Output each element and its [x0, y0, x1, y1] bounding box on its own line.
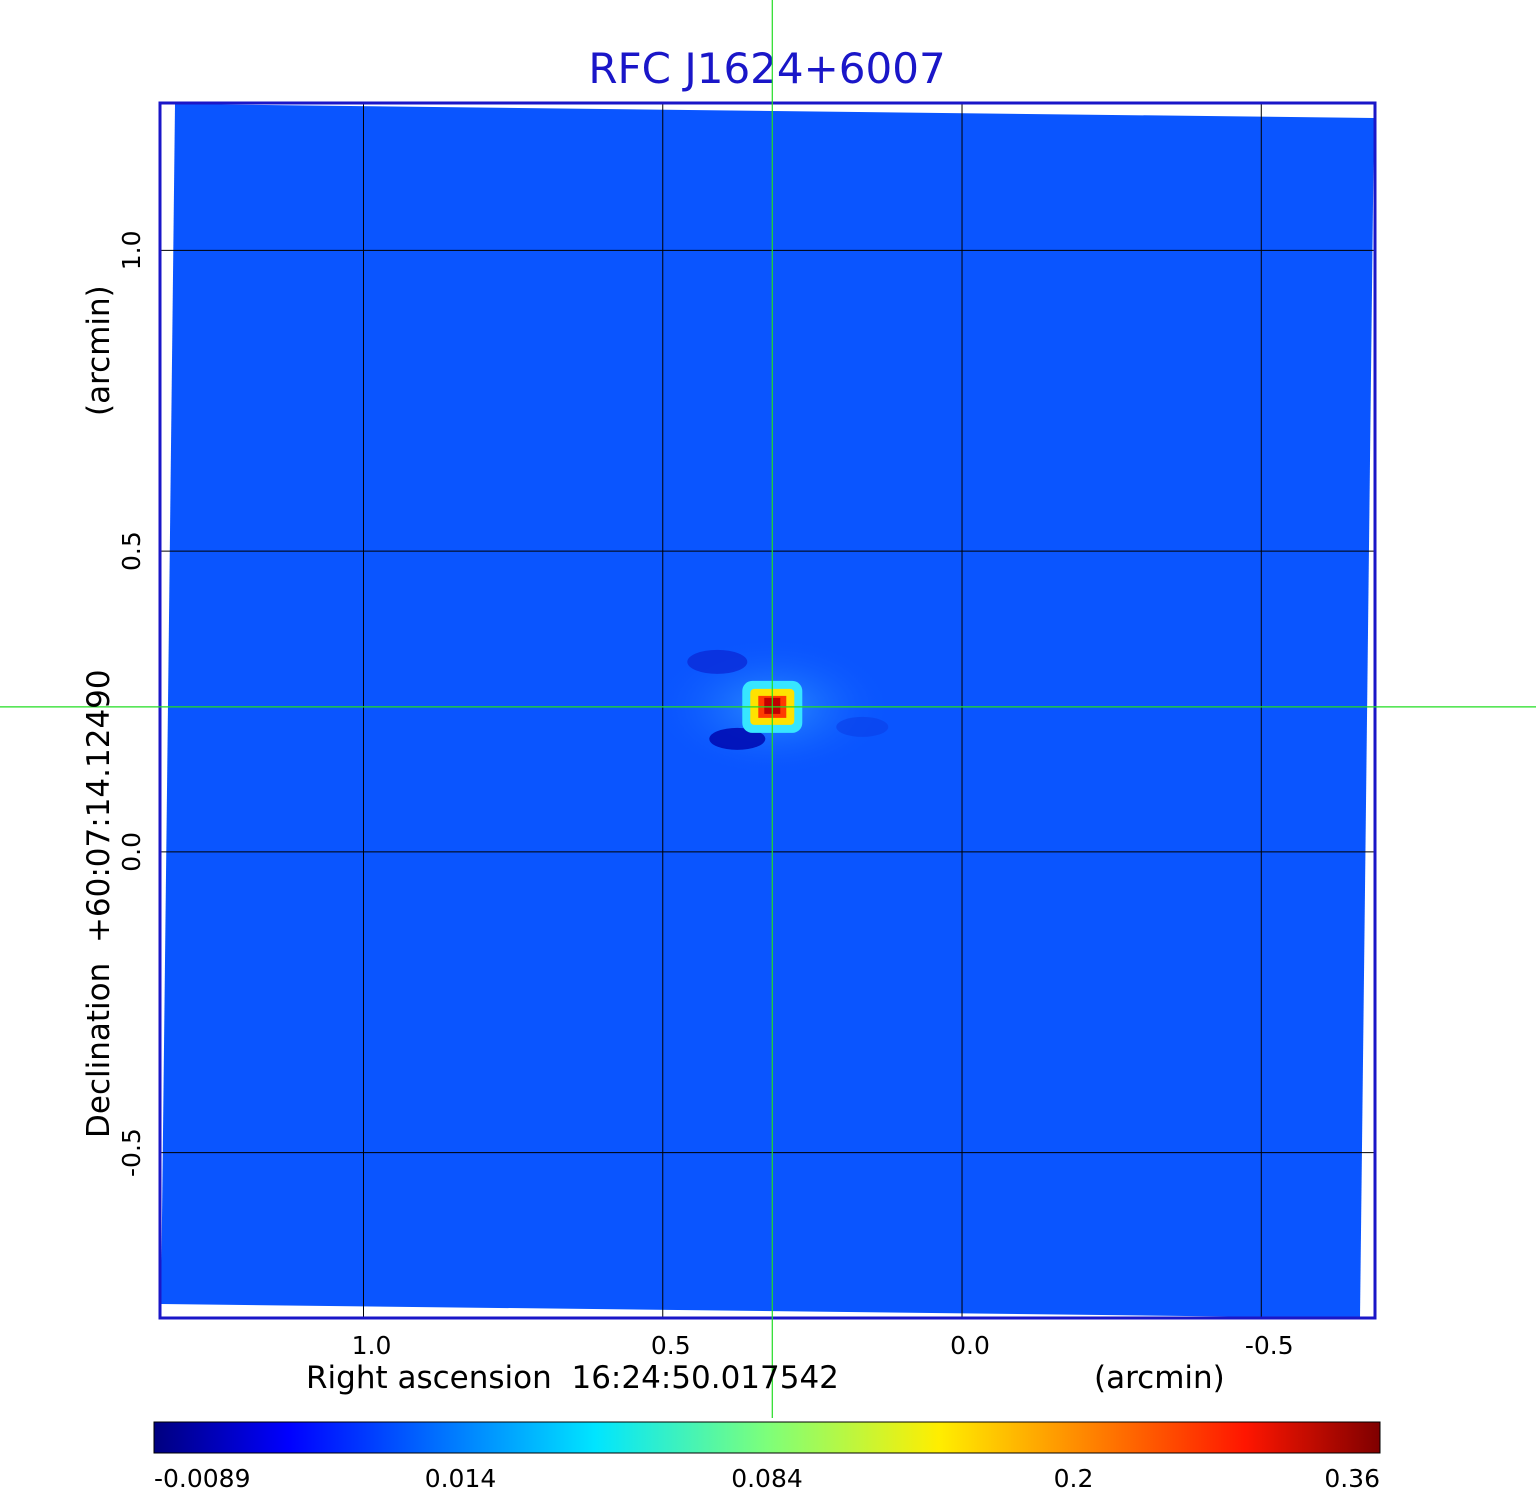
y-axis-unit: (arcmin) [81, 285, 117, 416]
negative-sidelobe [836, 716, 889, 737]
chart-title: RFC J1624+6007 [588, 44, 945, 93]
colorbar-tick-label: 0.2 [1054, 1464, 1094, 1493]
x-tick-label: -0.5 [1245, 1331, 1294, 1360]
y-axis-label: Declination +60:07:14.12490 [81, 669, 117, 1138]
grid [160, 103, 1375, 1318]
colorbar-ticks: -0.0089 0.014 0.084 0.2 0.36 [154, 1464, 1380, 1493]
y-axis-ticks: 1.0 0.5 0.0 -0.5 [117, 230, 146, 1177]
x-tick-label: 0.5 [651, 1331, 691, 1360]
y-tick-label: 0.0 [117, 832, 146, 872]
y-tick-label: -0.5 [117, 1128, 146, 1177]
colorbar-tick-label: -0.0089 [154, 1464, 251, 1493]
colorbar-tick-label: 0.084 [731, 1464, 803, 1493]
x-axis-ticks: 1.0 0.5 0.0 -0.5 [352, 1331, 1294, 1360]
colorbar-tick-label: 0.36 [1324, 1464, 1380, 1493]
y-tick-label: 0.5 [117, 531, 146, 571]
y-tick-label: 1.0 [117, 230, 146, 270]
x-tick-label: 1.0 [352, 1331, 392, 1360]
x-axis-label: Right ascension 16:24:50.017542 [306, 1360, 839, 1396]
plot-area [0, 0, 1536, 1418]
negative-sidelobe [709, 727, 766, 750]
crosshair [0, 0, 1536, 1418]
negative-sidelobe [687, 649, 748, 674]
x-axis-unit: (arcmin) [1094, 1360, 1225, 1396]
colorbar-tick-label: 0.014 [425, 1464, 497, 1493]
plot-frame [158, 101, 1377, 1320]
x-tick-label: 0.0 [950, 1331, 990, 1360]
colorbar [153, 1421, 1381, 1454]
